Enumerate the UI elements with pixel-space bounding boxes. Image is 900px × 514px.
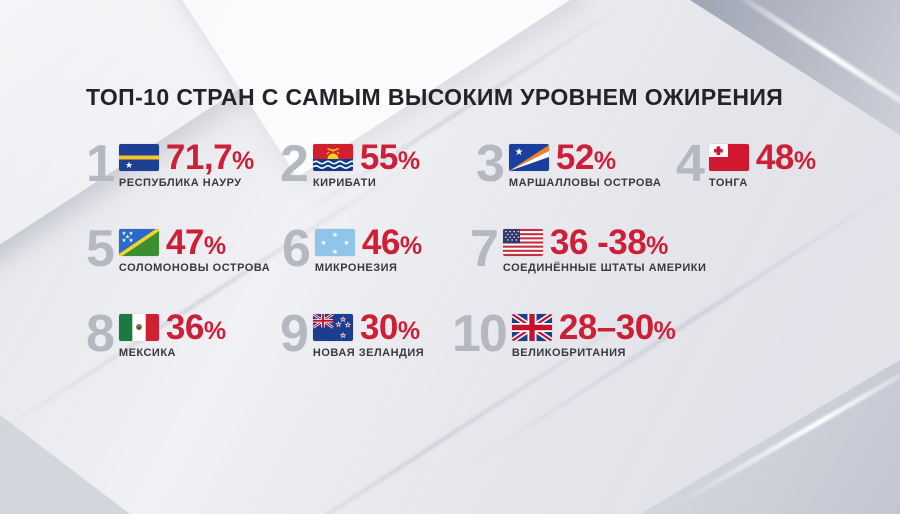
obesity-value: 52% <box>555 138 616 177</box>
ranking-entry-3: 3 ★ 52% МАРШАЛЛОВЫ ОСТРОВА <box>476 135 662 193</box>
rank-number: 8 <box>86 305 115 363</box>
svg-text:★: ★ <box>345 322 351 329</box>
country-name: КИРИБАТИ <box>312 177 377 189</box>
svg-text:★: ★ <box>514 147 523 158</box>
svg-text:★: ★ <box>336 322 342 329</box>
obesity-value: 47% <box>165 223 226 262</box>
rank-number: 9 <box>280 305 309 363</box>
country-name: СОЕДИНЁННЫЕ ШТАТЫ АМЕРИКИ <box>502 262 707 274</box>
ranking-entry-7: 7 36 -38% СОЕДИНЁННЫЕ ШТАТЫ АМЕРИКИ <box>470 220 707 278</box>
country-name: ВЕЛИКОБРИТАНИЯ <box>511 347 626 359</box>
rank-number: 7 <box>470 220 499 278</box>
rank-number: 4 <box>676 135 705 193</box>
background-streak <box>673 353 900 508</box>
flag-tonga-icon <box>708 144 749 171</box>
flag-marshall-islands-icon: ★ <box>508 144 549 171</box>
page-title: ТОП-10 СТРАН С САМЫМ ВЫСОКИМ УРОВНЕМ ОЖИ… <box>86 84 784 110</box>
svg-text:★: ★ <box>125 160 133 170</box>
country-name: СОЛОМОНОВЫ ОСТРОВА <box>118 262 271 274</box>
ranking-entry-8: 8 36% МЕКСИКА <box>86 305 226 363</box>
flag-new-zealand-icon: ★ ★ ★ ★ <box>312 314 353 341</box>
background-shape <box>690 0 900 135</box>
flag-kiribati-icon <box>312 144 353 171</box>
background-crease <box>0 158 419 445</box>
obesity-value: 71,7% <box>165 138 254 177</box>
country-name: МАРШАЛЛОВЫ ОСТРОВА <box>508 177 662 189</box>
svg-text:★: ★ <box>332 248 338 256</box>
rank-number: 5 <box>86 220 115 278</box>
obesity-value: 30% <box>359 308 420 347</box>
background-shape <box>640 360 900 514</box>
flag-solomon-islands-icon: ★ ★ ★ ★ ★ <box>118 229 159 256</box>
country-name: МЕКСИКА <box>118 347 176 359</box>
obesity-value: 55% <box>359 138 420 177</box>
rank-number: 2 <box>280 135 309 193</box>
obesity-value: 48% <box>755 138 816 177</box>
background-shape <box>0 415 130 514</box>
ranking-entry-2: 2 55% КИРИБАТИ <box>280 135 420 193</box>
rank-number: 10 <box>452 305 508 363</box>
svg-text:★: ★ <box>128 238 133 244</box>
background-streak <box>730 0 900 133</box>
ranking-entry-1: 1 ★ 71,7% РЕСПУБЛИКА НАУРУ <box>86 135 254 193</box>
ranking-entry-6: 6 ★ ★ ★ ★ 46% МИКРОНЕЗИЯ <box>282 220 422 278</box>
flag-micronesia-icon: ★ ★ ★ ★ <box>314 229 355 256</box>
flag-nauru-icon: ★ <box>118 144 159 171</box>
ranking-entry-4: 4 48% ТОНГА <box>676 135 816 193</box>
svg-text:★: ★ <box>332 231 338 239</box>
ranking-entry-10: 10 28–30% ВЕЛИКОБРИТАНИЯ <box>452 305 676 363</box>
svg-text:★: ★ <box>320 239 326 247</box>
obesity-value: 28–30% <box>558 308 676 347</box>
flag-usa-icon <box>502 229 543 256</box>
obesity-value: 46% <box>361 223 422 262</box>
svg-text:★: ★ <box>121 238 126 244</box>
flag-united-kingdom-icon <box>511 314 552 341</box>
flag-mexico-icon <box>118 314 159 341</box>
ranking-entry-9: 9 ★ ★ ★ ★ 30% НОВАЯ ЗЕЛАНДИЯ <box>280 305 425 363</box>
rank-number: 6 <box>282 220 311 278</box>
country-name: ТОНГА <box>708 177 748 189</box>
svg-text:★: ★ <box>340 333 346 340</box>
obesity-value: 36% <box>165 308 226 347</box>
country-name: РЕСПУБЛИКА НАУРУ <box>118 177 242 189</box>
ranking-entry-5: 5 ★ ★ ★ ★ ★ 47% СОЛОМОНОВЫ ОСТРОВА <box>86 220 271 278</box>
rank-number: 3 <box>476 135 505 193</box>
background-crease <box>283 0 637 228</box>
country-name: НОВАЯ ЗЕЛАНДИЯ <box>312 347 425 359</box>
country-name: МИКРОНЕЗИЯ <box>314 262 398 274</box>
obesity-value: 36 -38% <box>549 223 668 262</box>
svg-text:★: ★ <box>343 239 349 247</box>
rank-number: 1 <box>86 135 115 193</box>
